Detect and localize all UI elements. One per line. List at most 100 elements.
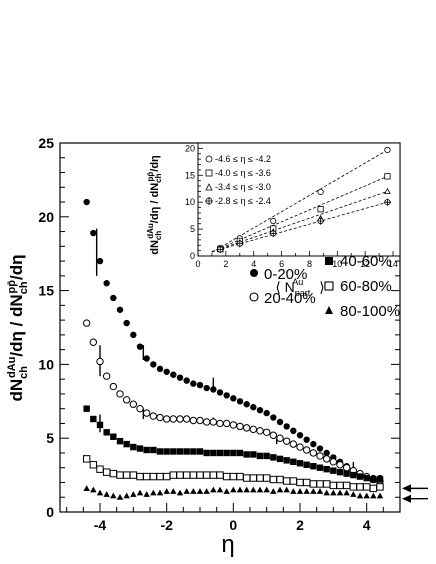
data-point bbox=[336, 461, 344, 469]
inset-x-tick-label: 14 bbox=[388, 259, 398, 269]
data-point bbox=[290, 427, 297, 435]
data-point bbox=[130, 331, 137, 339]
data-point bbox=[336, 489, 344, 496]
data-point bbox=[176, 489, 184, 496]
data-point bbox=[363, 474, 370, 482]
data-point bbox=[322, 455, 331, 463]
inset-legend-label-1: -4.0 ≤ η ≤ -3.6 bbox=[215, 168, 271, 178]
main-y-tick-label: 10 bbox=[38, 356, 54, 372]
data-point bbox=[176, 374, 184, 381]
inset-legend-item-3: -2.8 ≤ η ≤ -2.4 bbox=[205, 196, 271, 206]
legend-item-0-20: 0-20% bbox=[250, 266, 307, 283]
data-point bbox=[82, 455, 91, 463]
data-point bbox=[270, 414, 277, 421]
data-point bbox=[309, 480, 318, 488]
main-x-tick-label: 0 bbox=[229, 517, 237, 533]
legend-label-80-100: 80-100% bbox=[340, 303, 400, 320]
data-point bbox=[262, 428, 271, 436]
data-point bbox=[176, 471, 184, 479]
data-point bbox=[143, 446, 150, 454]
data-point bbox=[256, 406, 264, 414]
data-point bbox=[136, 489, 144, 496]
data-point bbox=[356, 473, 364, 480]
data-point bbox=[223, 449, 230, 457]
data-point bbox=[356, 492, 364, 499]
data-point bbox=[336, 481, 344, 490]
data-point bbox=[150, 446, 157, 454]
data-point bbox=[190, 448, 197, 455]
data-point bbox=[123, 440, 130, 448]
data-point bbox=[316, 488, 324, 494]
inset-data-point bbox=[384, 173, 391, 180]
data-point bbox=[150, 489, 157, 496]
data-point bbox=[216, 419, 224, 428]
data-point bbox=[296, 443, 304, 451]
data-point bbox=[189, 416, 198, 425]
main-y-tick-label: 0 bbox=[46, 504, 54, 520]
legend-item-20-40: 20-40% bbox=[249, 290, 316, 307]
data-point bbox=[236, 486, 244, 493]
data-point bbox=[263, 452, 270, 460]
reference-arrow-head bbox=[402, 484, 411, 493]
data-point bbox=[222, 419, 231, 428]
inset-legend-label-2: -3.4 ≤ η ≤ -3.0 bbox=[215, 182, 271, 192]
data-point bbox=[230, 395, 237, 402]
data-point bbox=[323, 449, 330, 457]
data-point bbox=[242, 474, 251, 482]
data-point bbox=[230, 486, 237, 493]
data-point bbox=[156, 413, 164, 422]
data-point bbox=[116, 494, 124, 500]
data-point bbox=[129, 471, 138, 479]
data-point bbox=[282, 477, 291, 485]
data-point bbox=[283, 457, 290, 464]
legend-label-20-40: 20-40% bbox=[264, 290, 316, 307]
data-point bbox=[196, 381, 204, 389]
inset-data-point-cross bbox=[236, 239, 244, 248]
data-point bbox=[236, 472, 244, 481]
data-point bbox=[110, 433, 117, 440]
inset-data-point bbox=[383, 198, 392, 206]
data-point bbox=[196, 448, 204, 455]
data-point bbox=[143, 491, 150, 497]
series-60-80 bbox=[82, 455, 384, 493]
data-point bbox=[170, 488, 177, 494]
inset-legend-marker-cross bbox=[205, 197, 213, 205]
inset-y-tick-label: 10 bbox=[185, 197, 195, 207]
inset-y-tick-label: 0 bbox=[190, 251, 195, 261]
inset-y-tick-label: 5 bbox=[190, 224, 195, 234]
data-point bbox=[90, 229, 97, 237]
data-point bbox=[342, 464, 351, 472]
data-point bbox=[370, 492, 377, 499]
inset-legend-item-1: -4.0 ≤ η ≤ -3.6 bbox=[205, 168, 271, 178]
inset-data-point bbox=[384, 146, 391, 154]
data-point bbox=[103, 429, 110, 436]
data-point bbox=[363, 492, 370, 499]
inset-legend: -4.6 ≤ η ≤ -4.2 -4.0 ≤ η ≤ -3.6 -3.4 ≤ η… bbox=[205, 154, 271, 206]
data-point bbox=[102, 372, 111, 380]
data-point bbox=[169, 415, 178, 423]
inset-legend-label-0: -4.6 ≤ η ≤ -4.2 bbox=[215, 154, 271, 164]
inset-x-tick-label: 6 bbox=[279, 259, 284, 269]
data-point bbox=[316, 445, 324, 452]
data-point bbox=[376, 483, 384, 491]
data-point bbox=[236, 449, 244, 457]
data-point bbox=[249, 425, 258, 434]
data-point bbox=[290, 488, 297, 494]
data-point bbox=[370, 476, 377, 483]
reference-arrow-head bbox=[402, 494, 411, 503]
data-point bbox=[142, 409, 151, 417]
data-point bbox=[336, 468, 344, 476]
data-point bbox=[96, 489, 104, 496]
data-point bbox=[116, 471, 124, 479]
data-point bbox=[210, 449, 217, 457]
data-point bbox=[270, 488, 277, 494]
data-point bbox=[316, 480, 324, 488]
main-x-axis-label: η bbox=[221, 531, 234, 558]
inset-x-tick-label: 0 bbox=[195, 259, 200, 269]
data-point bbox=[176, 448, 184, 455]
data-point bbox=[109, 382, 118, 391]
data-point bbox=[309, 449, 318, 457]
data-point bbox=[289, 440, 298, 448]
data-point bbox=[283, 486, 290, 493]
inset-data-point bbox=[270, 217, 277, 225]
